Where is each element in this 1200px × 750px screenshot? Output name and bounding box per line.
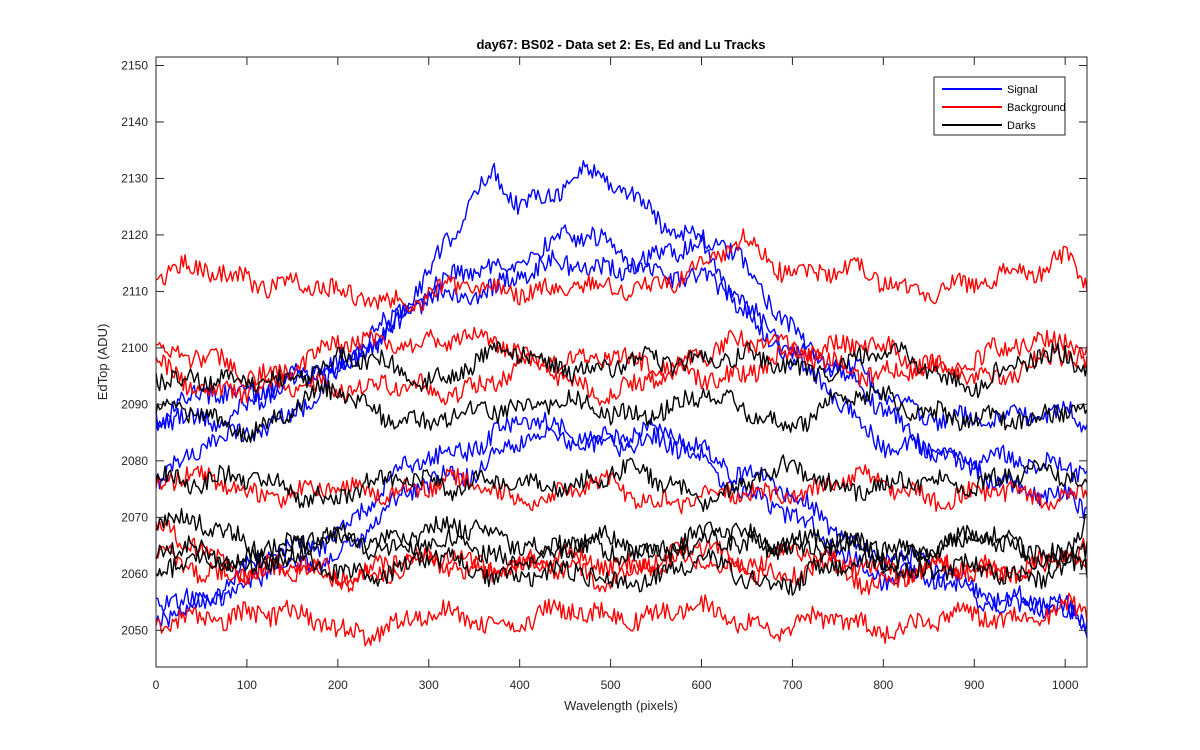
series-line-darks-16 (155, 523, 1088, 575)
y-axis-label: EdTop (ADU) (95, 324, 110, 401)
x-tick-label-800: 800 (873, 678, 893, 692)
legend: Signal Background Darks (933, 76, 1066, 136)
x-tick-label-200: 200 (328, 678, 348, 692)
x-tick-label-700: 700 (782, 678, 802, 692)
y-tick-label-2070: 2070 (121, 510, 148, 524)
series-line-background-7 (155, 326, 1088, 388)
y-tick-label-2090: 2090 (121, 397, 148, 411)
x-tick-label-100: 100 (237, 678, 257, 692)
legend-label-darks: Darks (1007, 120, 1036, 132)
axes-box (155, 56, 1088, 668)
x-tick-label-400: 400 (510, 678, 530, 692)
legend-label-background: Background (1007, 102, 1066, 114)
x-tick-label-300: 300 (419, 678, 439, 692)
series-line-background-6 (155, 228, 1088, 313)
series-line-darks-18 (155, 507, 1087, 566)
x-tick-label-1000: 1000 (1052, 678, 1079, 692)
y-tick-label-2100: 2100 (121, 341, 148, 355)
y-tick-label-2120: 2120 (121, 228, 148, 242)
series-line-background-9 (155, 464, 1088, 515)
series-layer (155, 160, 1088, 647)
series-line-background-8 (155, 343, 1088, 406)
series-line-darks-13 (155, 340, 1088, 399)
y-tick-label-2080: 2080 (121, 454, 148, 468)
y-tick-label-2150: 2150 (121, 58, 148, 72)
series-line-darks-14 (155, 379, 1088, 443)
series-line-background-12 (156, 537, 1088, 596)
y-tick-label-2130: 2130 (121, 171, 148, 185)
ticks-layer: 0 100 200 300 400 500 600 700 800 900 1000 2050 2060… (121, 57, 1087, 692)
x-tick-label-900: 900 (964, 678, 984, 692)
y-tick-label-2110: 2110 (122, 284, 148, 298)
series-line-darks-15 (155, 454, 1088, 512)
x-tick-label-600: 600 (691, 678, 711, 692)
x-axis-label: Wavelength (pixels) (564, 698, 678, 713)
x-tick-label-0: 0 (153, 678, 160, 692)
series-line-background-11 (155, 592, 1088, 647)
series-line-darks-17 (155, 544, 1088, 596)
y-tick-label-2060: 2060 (121, 567, 148, 581)
legend-label-signal: Signal (1007, 84, 1038, 96)
y-tick-label-2140: 2140 (121, 115, 148, 129)
chart-title: day67: BS02 - Data set 2: Es, Ed and Lu … (476, 37, 765, 52)
y-tick-label-2050: 2050 (121, 623, 148, 637)
x-tick-label-500: 500 (601, 678, 621, 692)
